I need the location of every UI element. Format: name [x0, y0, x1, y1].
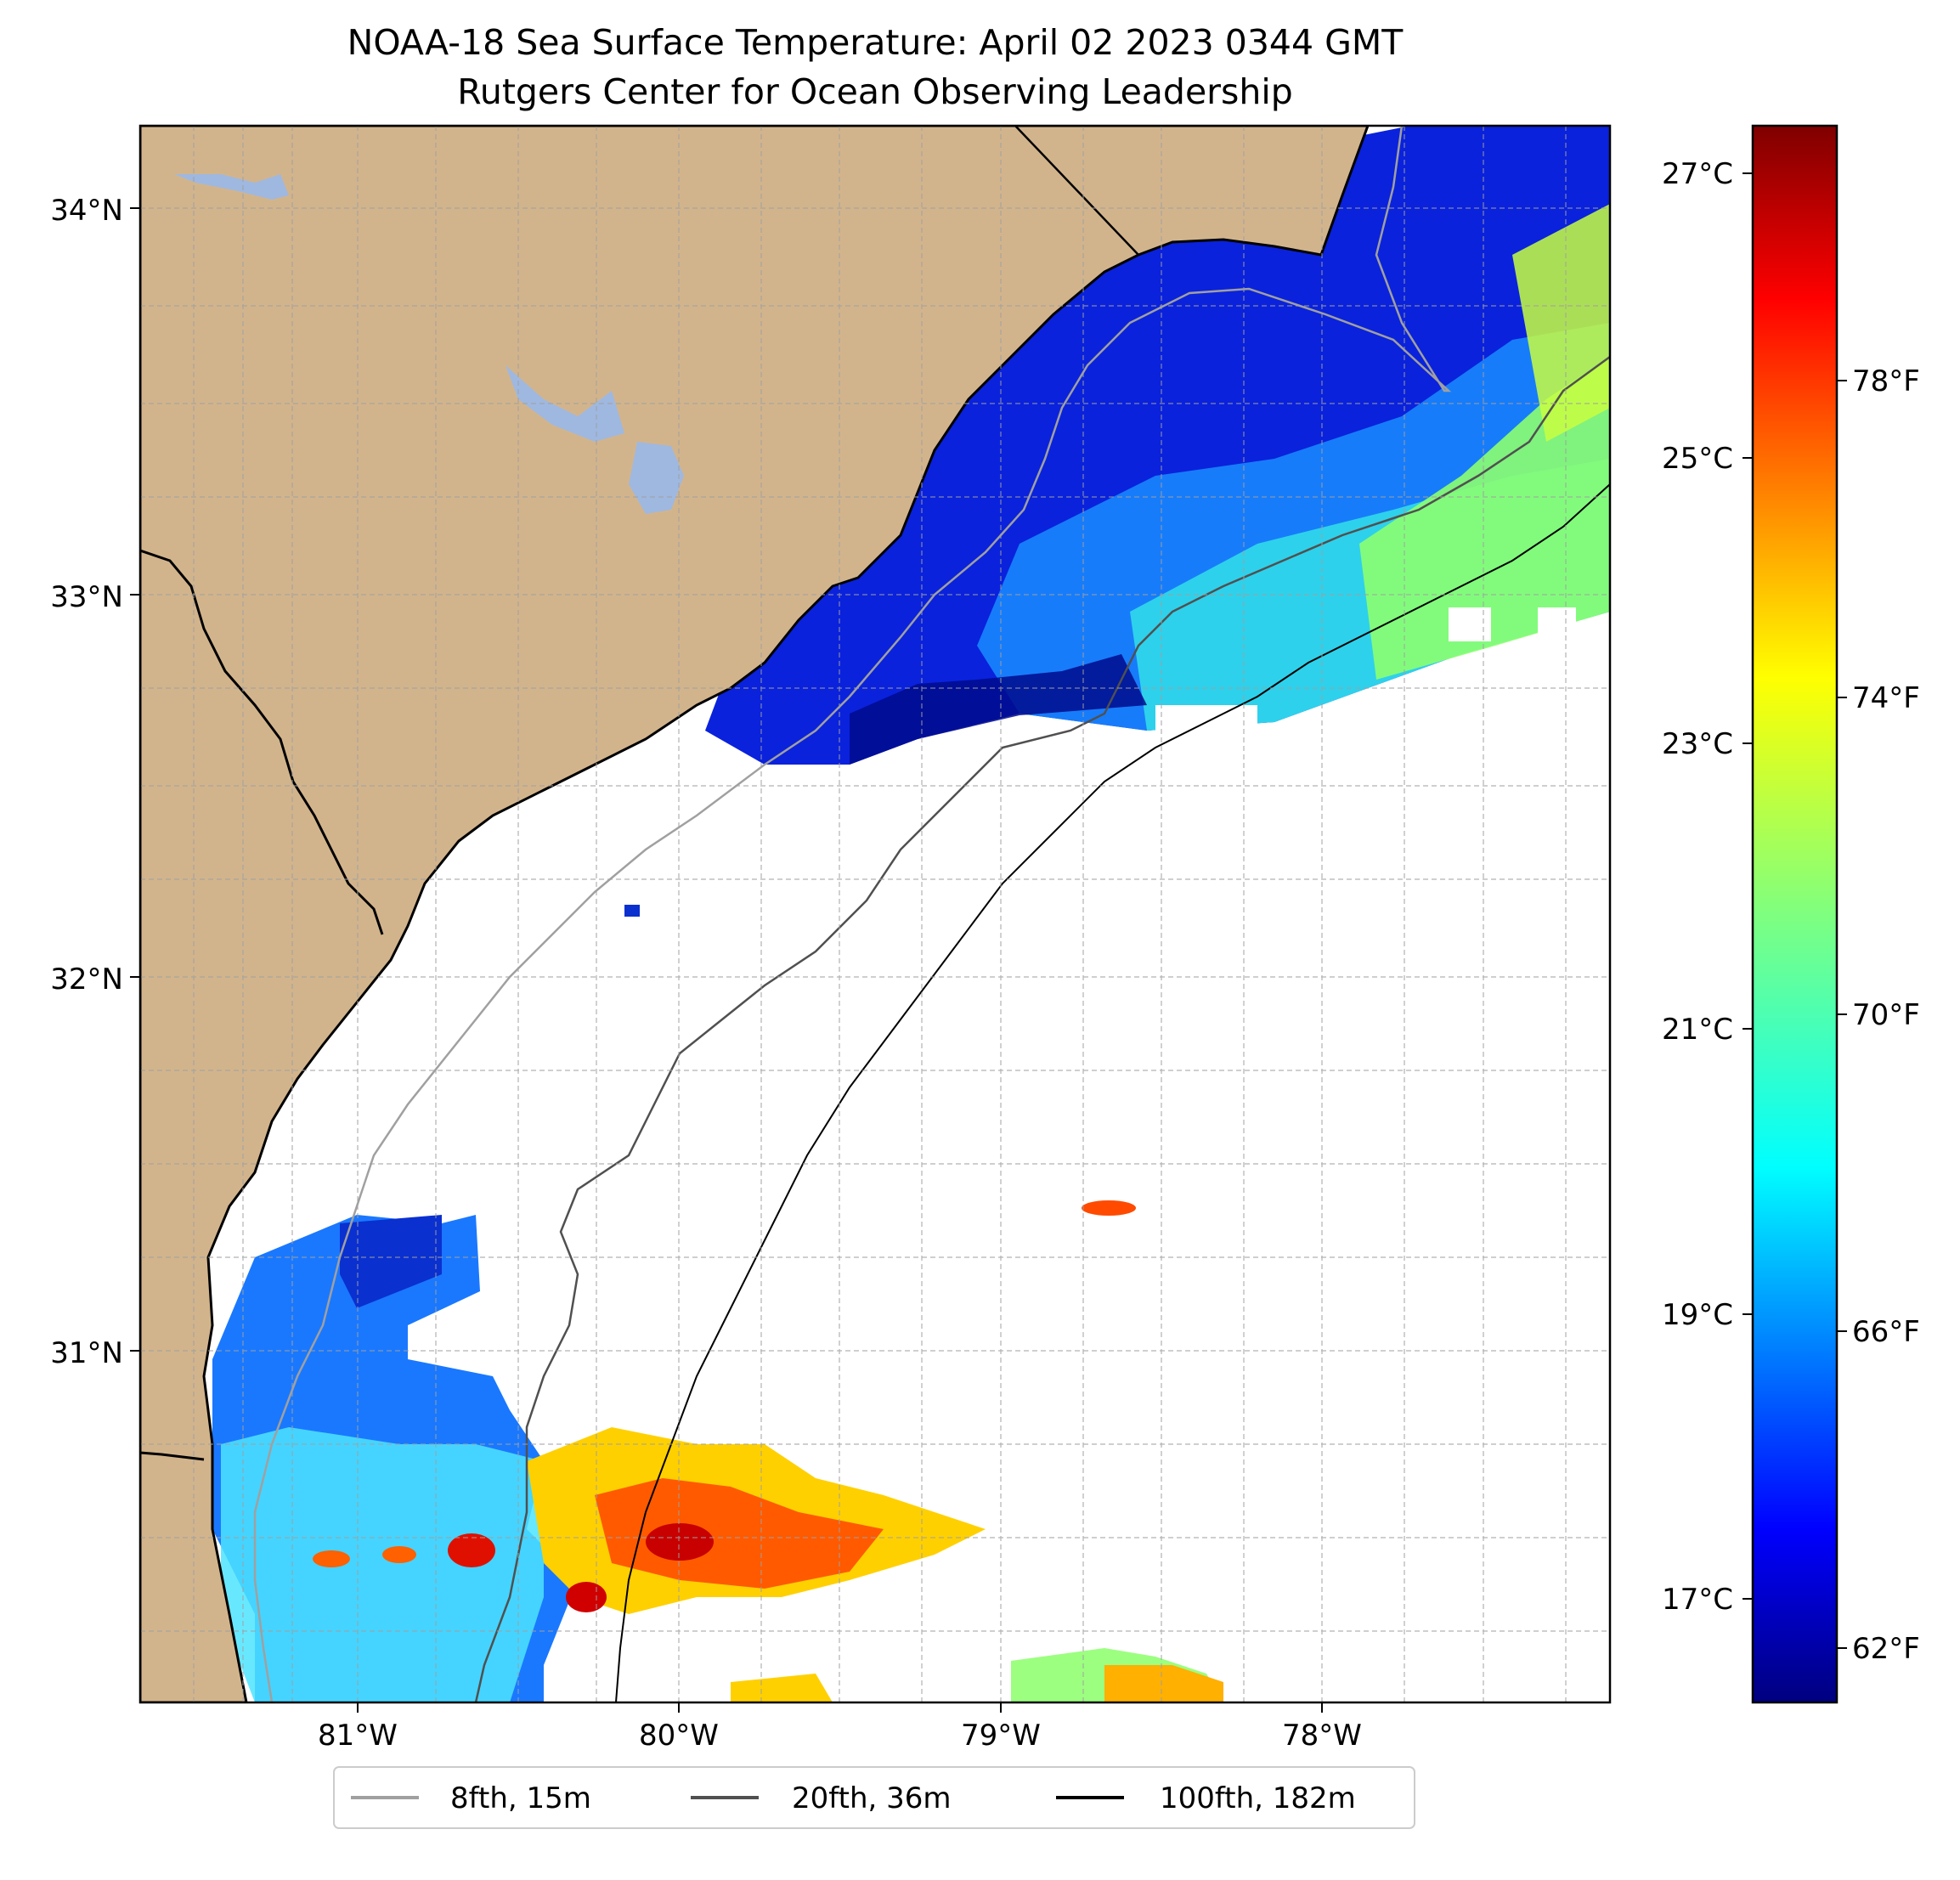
colorbar-celsius-label: 25°C: [1662, 442, 1733, 476]
lat-label-31n: 31°N: [50, 1336, 123, 1370]
sst-south-hot-core: [595, 1478, 884, 1589]
colorbar-celsius-label: 19°C: [1662, 1298, 1733, 1332]
state-border-ga-fl: [140, 1451, 205, 1461]
sst-cloud-gap-3: [1155, 705, 1257, 765]
sst-hot-spot-5: [382, 1546, 416, 1563]
legend-label-20fth: 20fth, 36m: [792, 1781, 952, 1815]
state-border-sc-ga: [140, 549, 384, 935]
sst-south-cyan-field: [221, 1427, 544, 1702]
isobath-100fth: [615, 483, 1610, 1702]
isobath-8fth: [253, 126, 1452, 1702]
colorbar-celsius-ticks: [1743, 172, 1753, 1600]
colorbar-fahrenheit-label: 70°F: [1852, 998, 1920, 1032]
colorbar-fahrenheit-label: 62°F: [1852, 1632, 1920, 1666]
colorbar-fahrenheit-label: 66°F: [1852, 1315, 1920, 1349]
legend-label-100fth: 100fth, 182m: [1160, 1781, 1356, 1815]
sst-hot-spot-2: [566, 1582, 607, 1612]
colorbar-fahrenheit-ticks: [1837, 380, 1847, 1649]
lake-north: [174, 174, 289, 200]
sst-hot-spot-4: [313, 1550, 350, 1567]
lon-label-81w: 81°W: [318, 1719, 398, 1753]
lat-label-33n: 33°N: [50, 580, 123, 614]
map-frame: [138, 124, 1612, 1704]
lat-label-32n: 32°N: [50, 963, 123, 996]
sst-shelf-dark-edge: [850, 654, 1147, 765]
map-panel: [140, 126, 1610, 1702]
legend: 8fth, 15m 20fth, 36m 100fth, 182m: [333, 1766, 1415, 1829]
sst-south-bottom-patch: [731, 1674, 833, 1702]
sst-hot-spot-1: [646, 1523, 714, 1561]
state-border-nc-sc: [1014, 126, 1139, 256]
gridlines: [140, 126, 1610, 1702]
sst-south-dark-patch: [340, 1215, 442, 1308]
sst-isolated-blue-patch: [624, 905, 640, 917]
map-ticks: [130, 207, 1323, 1713]
colorbar-celsius-label: 17°C: [1662, 1583, 1733, 1617]
sst-hot-spot-3: [448, 1533, 495, 1567]
legend-frame: [333, 1766, 1415, 1829]
lat-label-34n: 34°N: [50, 194, 123, 228]
colorbar-celsius-label: 23°C: [1662, 727, 1733, 761]
sst-cloud-gap-2: [1538, 607, 1576, 658]
legend-label-8fth: 8fth, 15m: [450, 1781, 591, 1815]
land-mainland: [140, 126, 1370, 1702]
colorbar-celsius-label: 21°C: [1662, 1013, 1733, 1047]
title-line-2: Rutgers Center for Ocean Observing Leade…: [457, 71, 1293, 112]
colorbar-celsius-label: 27°C: [1662, 157, 1733, 191]
colorbar: [1751, 124, 1839, 1704]
lon-label-78w: 78°W: [1282, 1719, 1362, 1753]
sst-cloud-gap-1: [1449, 607, 1491, 641]
sst-northeast-yellow-field: [1512, 204, 1610, 442]
lon-label-79w: 79°W: [961, 1719, 1041, 1753]
lake-marion: [506, 365, 624, 442]
sst-isolated-warm-patch: [1082, 1200, 1136, 1216]
lon-label-80w: 80°W: [639, 1719, 719, 1753]
lake-moultrie: [629, 442, 684, 514]
colorbar-fahrenheit-label: 78°F: [1852, 364, 1920, 398]
colorbar-fahrenheit-label: 74°F: [1852, 681, 1920, 715]
sst-southeast-warm-patch: [1104, 1665, 1223, 1702]
title-line-1: NOAA-18 Sea Surface Temperature: April 0…: [347, 22, 1404, 63]
